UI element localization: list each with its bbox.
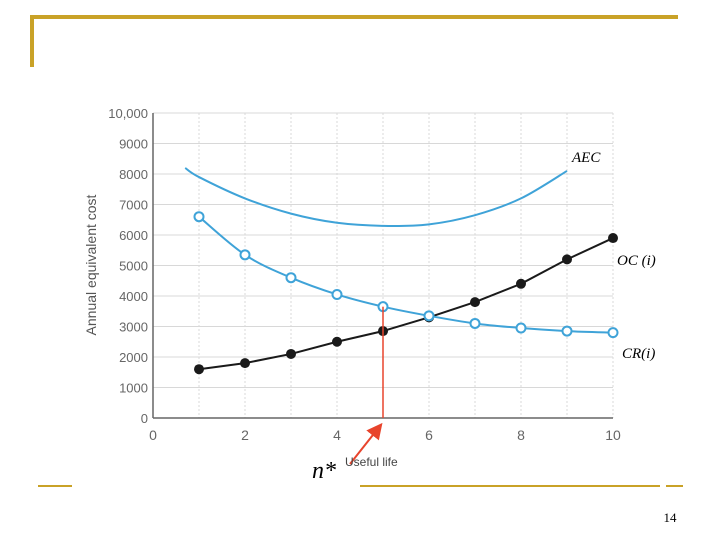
y-tick-label: 2000 [119,350,148,365]
point-cr-i [193,211,205,223]
x-tick-label: 6 [425,427,433,443]
point-oc-i [332,336,342,347]
point-cr-i [607,327,619,339]
y-tick-label: 1000 [119,381,148,396]
series-label-cr-i: CR(i) [622,346,655,362]
x-tick-label: 10 [605,427,621,443]
point-cr-i [331,288,343,300]
point-oc-i [240,358,250,369]
y-tick-label: 6000 [119,228,148,243]
y-axis-label: Annual equivalent cost [83,194,99,335]
bottom-bar-right [666,485,683,487]
point-oc-i [516,278,526,289]
y-tick-label: 9000 [119,137,148,152]
x-tick-label: 4 [333,427,341,443]
point-cr-i [239,249,251,261]
y-tick-label: 0 [141,411,148,426]
point-oc-i [286,348,296,359]
x-tick-label: 8 [517,427,525,443]
y-tick-label: 5000 [119,259,148,274]
top-bar [30,15,678,19]
series-line-oc-i [198,237,614,371]
y-tick-label: 8000 [119,167,148,182]
series-line-aec [184,167,568,227]
point-cr-i [423,310,435,322]
y-tick-label: 7000 [119,198,148,213]
point-cr-i [515,322,527,334]
point-cr-i [285,272,297,284]
annotations: AEC OC (i) CR(i) n* [312,150,656,484]
point-oc-i [194,364,204,375]
series-label-oc-i: OC (i) [617,253,656,269]
point-oc-i [470,297,480,308]
point-oc-i [562,254,572,265]
x-axis-label: Useful life [345,455,398,469]
optimal-life-label: n* [312,458,336,484]
y-tick-label: 10,000 [108,106,148,121]
left-bar [30,15,34,67]
bottom-bar-mid [360,485,660,487]
series [184,167,619,375]
y-tick-label: 4000 [119,289,148,304]
tick-labels: 0 1000 2000 3000 4000 5000 6000 7000 8000 9000 10,… [108,106,621,443]
slide-number: 14 [663,510,677,525]
series-label-aec: AEC [571,150,601,166]
bottom-bar-left [38,485,72,487]
series-line-cr-i [198,215,614,334]
y-tick-label: 3000 [119,320,148,335]
x-tick-label: 0 [149,427,157,443]
point-cr-i [561,325,573,337]
optimal-life-arrow [349,422,383,465]
point-cr-i [469,317,481,329]
point-oc-i [608,233,618,244]
x-tick-label: 2 [241,427,249,443]
